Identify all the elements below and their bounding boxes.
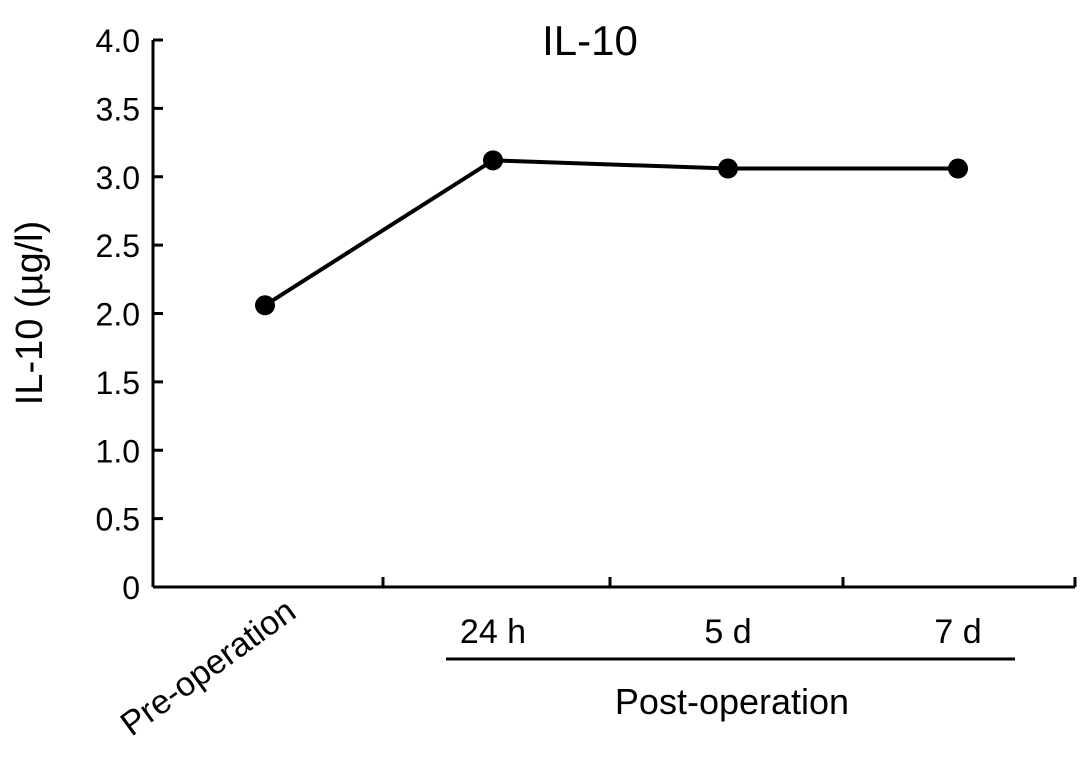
data-point-marker [483,150,503,171]
data-point-marker [948,158,968,179]
y-tick-label: 0 [122,570,140,606]
ticks-group: 0 0.5 1.0 1.5 2.0 2.5 3.0 3.5 4.0 Pre-operation 24… [96,23,1077,744]
x-category-label: 24 h [460,613,526,651]
y-axis-label: IL-10 (µg/l) [9,221,51,406]
x-category-label: 5 d [704,613,751,651]
y-tick-label: 3.0 [96,160,140,196]
chart-title: IL-10 [542,17,638,64]
y-tick-label: 3.5 [96,91,140,127]
y-tick-label: 1.0 [96,433,140,469]
post-operation-group-label: Post-operation [615,681,849,722]
axes-group [151,40,1075,589]
y-tick-label: 0.5 [96,502,140,538]
series-group [255,150,968,316]
x-category-label: Pre-operation [114,592,303,744]
y-tick-label: 2.5 [96,228,140,264]
data-point-marker [255,295,275,316]
data-point-marker [718,158,738,179]
x-category-label: 7 d [934,613,981,651]
y-tick-label: 2.0 [96,297,140,333]
y-tick-label: 4.0 [96,23,140,59]
y-tick-label: 1.5 [96,365,140,401]
series-line [263,158,958,307]
